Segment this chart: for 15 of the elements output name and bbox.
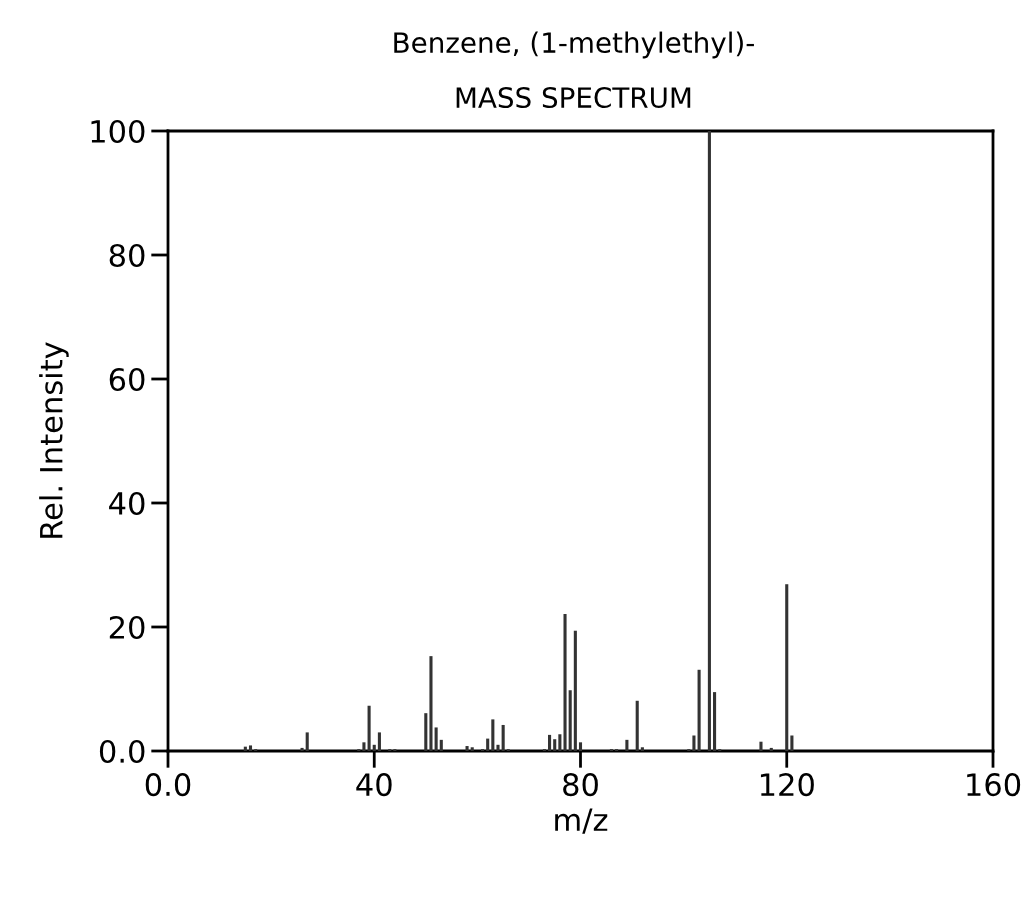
y-tick-label: 100 <box>91 119 145 144</box>
y-axis-title: Rel. Intensity <box>39 342 69 538</box>
x-tick-label: 0.0 <box>145 773 191 797</box>
x-tick-label: 160 <box>967 773 1021 797</box>
y-tick-label: 80 <box>109 243 145 268</box>
y-tick-label: 20 <box>109 615 145 640</box>
y-tick-label: 60 <box>109 367 145 392</box>
chart-title: Benzene, (1-methylethyl)- <box>394 31 754 59</box>
x-tick-label: 120 <box>760 773 814 797</box>
y-tick-label: 40 <box>109 491 145 516</box>
x-axis-title: m/z <box>555 808 608 834</box>
x-tick-label: 80 <box>563 773 598 797</box>
chart-subtitle: MASS SPECTRUM <box>456 87 691 109</box>
x-tick-label: 40 <box>356 773 392 797</box>
y-tick-label: 0.0 <box>99 739 145 764</box>
